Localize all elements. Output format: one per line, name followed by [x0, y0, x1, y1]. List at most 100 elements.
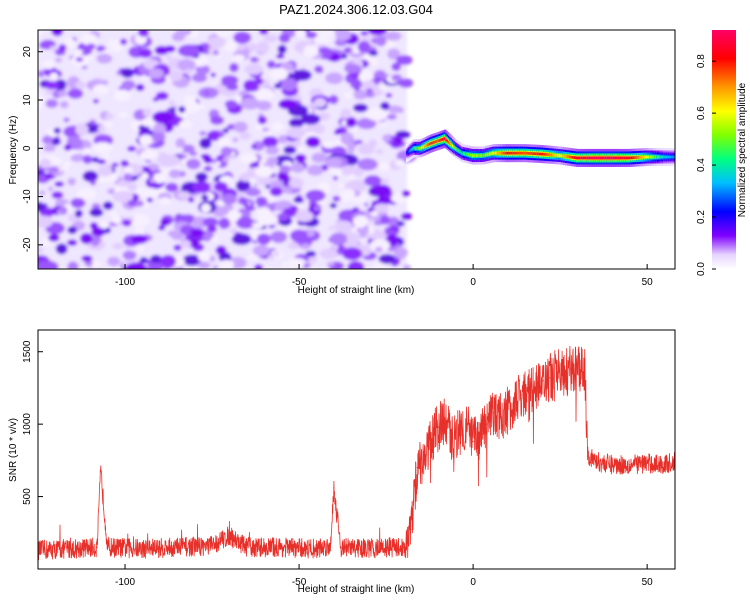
noise-blob — [107, 256, 121, 267]
noise-blob — [294, 210, 314, 222]
noise-blob — [74, 209, 83, 218]
x-tick-label: 0 — [470, 277, 476, 288]
noise-blob — [364, 175, 382, 187]
noise-blob — [358, 70, 373, 83]
ridge-cell — [470, 153, 474, 157]
noise-blob — [49, 45, 56, 52]
noise-blob — [152, 111, 174, 124]
noise-blob — [203, 165, 213, 172]
noise-blob — [255, 196, 268, 207]
ridge-cell — [545, 153, 549, 156]
noise-blob — [380, 101, 390, 111]
noise-blob — [82, 170, 99, 182]
noise-blob — [49, 72, 59, 80]
ridge-cell — [668, 155, 672, 159]
noise-blob — [240, 171, 251, 182]
noise-blob — [67, 261, 79, 269]
noise-blob — [218, 259, 235, 269]
noise-blob — [152, 123, 167, 136]
snr-point — [521, 394, 523, 396]
noise-blob — [195, 64, 211, 75]
y-tick-label: -10 — [22, 189, 33, 204]
noise-blob — [378, 253, 396, 264]
ridge-cell — [467, 153, 471, 157]
noise-blob — [386, 114, 397, 120]
noise-blob — [345, 116, 357, 128]
noise-blob — [235, 179, 251, 192]
noise-blob — [396, 55, 413, 66]
noise-blob — [373, 76, 383, 84]
ridge-cell — [508, 151, 512, 155]
noise-blob — [229, 62, 239, 73]
noise-blob — [314, 65, 324, 74]
noise-blob — [217, 136, 230, 148]
noise-blob — [370, 37, 382, 45]
noise-blob — [210, 72, 216, 78]
ridge-cell — [665, 155, 669, 159]
noise-blob — [146, 197, 153, 203]
noise-blob — [262, 136, 279, 148]
noise-blob — [325, 72, 344, 85]
snr-point — [176, 546, 178, 548]
noise-blob — [150, 254, 163, 264]
snr-point — [663, 464, 666, 466]
noise-blob — [221, 75, 239, 86]
ridge-cell — [424, 144, 428, 148]
noise-blob — [388, 105, 402, 114]
noise-blob — [197, 250, 211, 263]
x-tick-label: 50 — [642, 577, 654, 588]
noise-blob — [332, 175, 338, 181]
noise-blob — [62, 166, 69, 172]
noise-blob — [97, 125, 107, 132]
noise-blob — [239, 153, 258, 164]
snr-point — [563, 374, 565, 376]
noise-blob — [48, 233, 60, 242]
noise-blob — [89, 120, 96, 126]
noise-blob — [218, 217, 230, 230]
noise-blob — [222, 156, 230, 163]
noise-blob — [38, 215, 53, 228]
ridge-cell — [604, 156, 608, 160]
ridge-cell — [651, 155, 656, 159]
colorbar-tick-label: 0.2 — [696, 210, 707, 224]
noise-blob — [344, 92, 352, 99]
snr-point — [329, 545, 331, 547]
noise-blob — [357, 143, 375, 155]
colorbar-label: Normalized spectral amplitude — [737, 82, 748, 217]
noise-blob — [54, 181, 65, 187]
noise-blob — [142, 108, 152, 117]
noise-blob — [233, 121, 248, 133]
noise-blob — [96, 45, 106, 52]
snr-point — [556, 372, 558, 375]
noise-blob — [292, 69, 312, 81]
noise-blob — [263, 34, 278, 43]
ridge-cell — [656, 155, 660, 159]
noise-blob — [305, 250, 317, 257]
snr-point — [141, 548, 144, 550]
noise-blob — [58, 206, 68, 215]
noise-blob — [158, 197, 171, 205]
noise-blob — [150, 132, 166, 142]
noise-blob — [63, 144, 72, 151]
noise-blob — [92, 84, 109, 95]
ridge-cell — [449, 142, 452, 145]
snr-y-axis: 500 1000 1500 — [22, 340, 43, 505]
ridge-cell — [497, 151, 501, 155]
noise-blob — [271, 121, 284, 132]
noise-blob — [81, 255, 93, 262]
spectrogram-x-label: Height of straight line (km) — [298, 285, 415, 296]
noise-blob — [124, 262, 148, 269]
noise-blob — [62, 161, 72, 168]
noise-blob — [267, 254, 275, 260]
noise-blob — [352, 48, 361, 54]
noise-blob — [39, 158, 52, 169]
noise-blob — [58, 89, 68, 98]
noise-blob — [373, 262, 387, 269]
snr-point — [542, 380, 544, 382]
x-tick-label: 50 — [642, 277, 654, 288]
noise-blob — [293, 197, 304, 204]
snr-point — [368, 548, 370, 550]
x-tick-label: -100 — [115, 577, 135, 588]
ridge-cell — [504, 151, 508, 155]
noise-blob — [67, 135, 81, 146]
